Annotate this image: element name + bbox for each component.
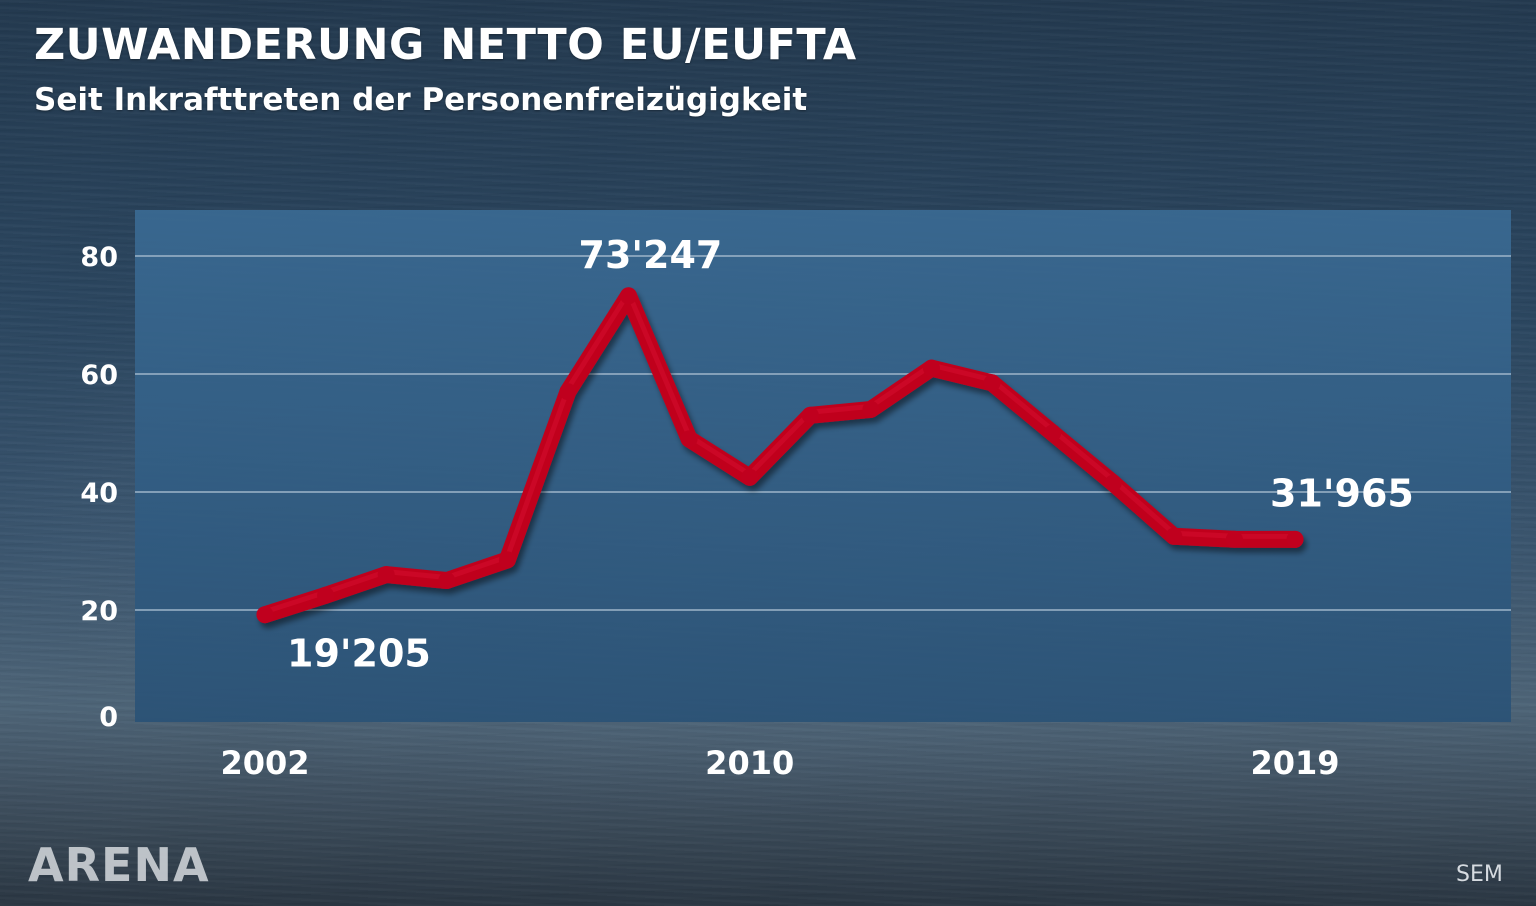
data-point-2006 <box>498 551 516 569</box>
series-line-highlight <box>262 290 1298 615</box>
data-label: 19'205 <box>287 632 431 676</box>
data-point-2009 <box>680 430 698 448</box>
data-label: 31'965 <box>1270 471 1414 515</box>
data-point-2019 <box>1286 530 1304 548</box>
y-tick-label: 40 <box>80 478 118 509</box>
data-point-2015 <box>1044 424 1062 442</box>
series-line <box>256 287 1304 624</box>
y-tick-label: 80 <box>80 242 118 273</box>
data-point-2007 <box>559 383 577 401</box>
x-tick-label: 2010 <box>705 744 794 782</box>
chart-subtitle: Seit Inkrafttreten der Personenfreizügig… <box>34 82 808 118</box>
data-point-2005 <box>438 572 456 589</box>
data-point-2004 <box>377 566 395 584</box>
x-tick-label: 2002 <box>220 744 309 782</box>
source-label: SEM <box>1456 862 1503 887</box>
data-point-2003 <box>317 586 335 604</box>
data-point-2008 <box>620 287 638 305</box>
y-tick-label: 20 <box>80 596 118 627</box>
data-point-2012 <box>862 400 880 418</box>
data-point-2011 <box>801 406 819 424</box>
data-point-2016 <box>1104 474 1122 492</box>
data-point-2002 <box>256 606 274 624</box>
data-label: 73'247 <box>579 233 723 277</box>
data-point-2017 <box>1165 527 1183 545</box>
y-tick-label: 0 <box>99 702 118 733</box>
plot-area <box>135 210 1511 722</box>
arena-logo: ARENA <box>28 838 210 892</box>
data-point-2018 <box>1225 530 1243 548</box>
x-tick-label: 2019 <box>1250 744 1339 782</box>
data-point-2014 <box>983 374 1001 392</box>
y-tick-label: 60 <box>80 360 118 391</box>
data-point-2010 <box>741 468 759 486</box>
chart-title: ZUWANDERUNG NETTO EU/EUFTA <box>34 20 857 70</box>
data-point-2013 <box>922 359 940 377</box>
